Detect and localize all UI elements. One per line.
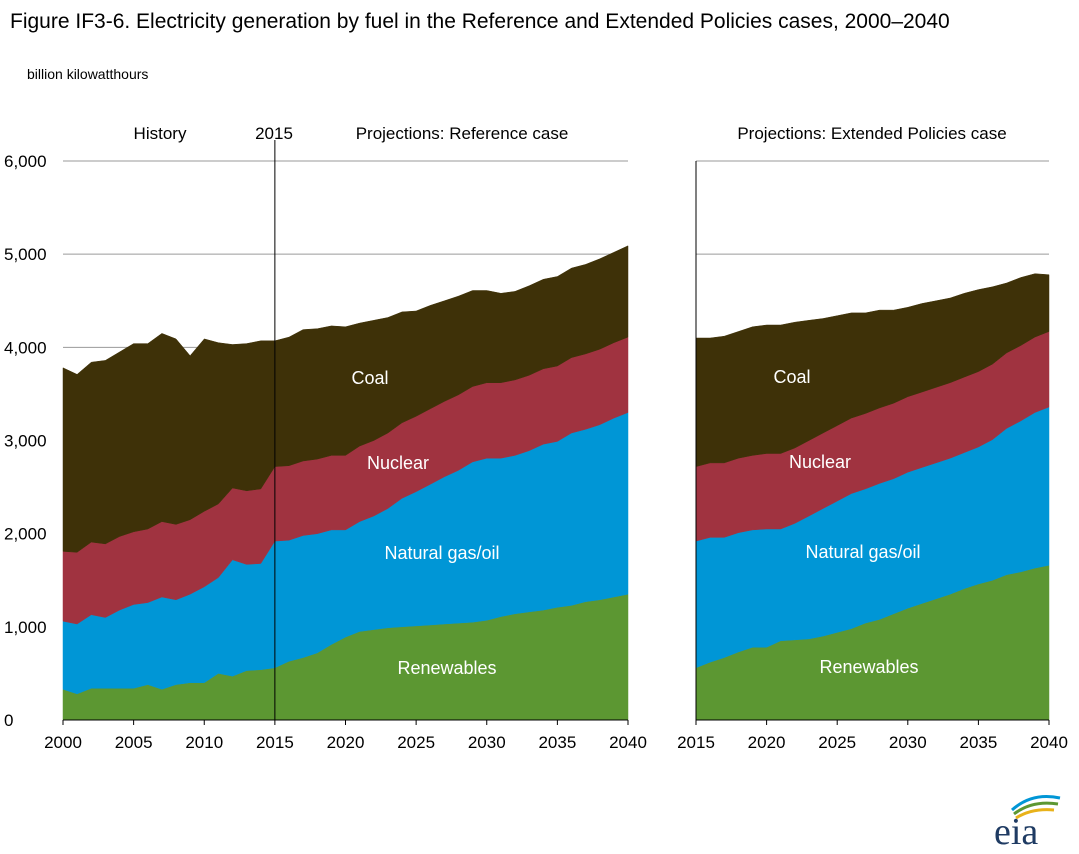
panel-header-label: Projections: Extended Policies case [737,124,1006,143]
series-label-natural-gas-oil: Natural gas/oil [805,542,920,562]
logo-arc-green [1013,801,1059,816]
x-tick-label: 2015 [256,733,294,752]
y-tick-label: 3,000 [4,432,47,451]
series-label-nuclear: Nuclear [367,453,429,473]
y-tick-label: 6,000 [4,152,47,171]
y-tick-label: 0 [4,711,13,730]
x-tick-label: 2020 [748,733,786,752]
unit-label: billion kilowatthours [27,66,149,82]
logo-text: eia [994,811,1038,848]
x-tick-label: 2010 [185,733,223,752]
area-coal [695,273,1050,467]
area-coal [62,245,629,553]
x-tick-label: 2025 [818,733,856,752]
x-tick-label: 2035 [959,733,997,752]
series-label-nuclear: Nuclear [789,452,851,472]
chart-title: Figure IF3-6. Electricity generation by … [10,10,950,33]
y-tick-label: 5,000 [4,245,47,264]
y-tick-label: 2,000 [4,525,47,544]
x-tick-label: 2015 [677,733,715,752]
series-label-renewables: Renewables [397,658,496,678]
logo-arc-blue [1010,795,1061,812]
series-label-coal: Coal [773,367,810,387]
y-tick-label: 1,000 [4,618,47,637]
x-tick-label: 2000 [44,733,82,752]
panel-header-label: History [134,124,187,143]
series-label-natural-gas-oil: Natural gas/oil [384,543,499,563]
x-tick-label: 2040 [1030,733,1068,752]
logo-arc-yellow [1015,808,1055,820]
x-tick-label: 2035 [538,733,576,752]
panel-header-label: Projections: Reference case [356,124,569,143]
panel-header-label: 2015 [255,124,293,143]
x-tick-label: 2005 [115,733,153,752]
x-tick-label: 2040 [609,733,647,752]
y-tick-label: 4,000 [4,338,47,357]
x-tick-label: 2025 [397,733,435,752]
x-tick-label: 2020 [327,733,365,752]
series-label-renewables: Renewables [819,657,918,677]
series-label-coal: Coal [351,368,388,388]
x-tick-label: 2030 [468,733,506,752]
eia-logo: eia [994,795,1061,848]
x-tick-label: 2030 [889,733,927,752]
